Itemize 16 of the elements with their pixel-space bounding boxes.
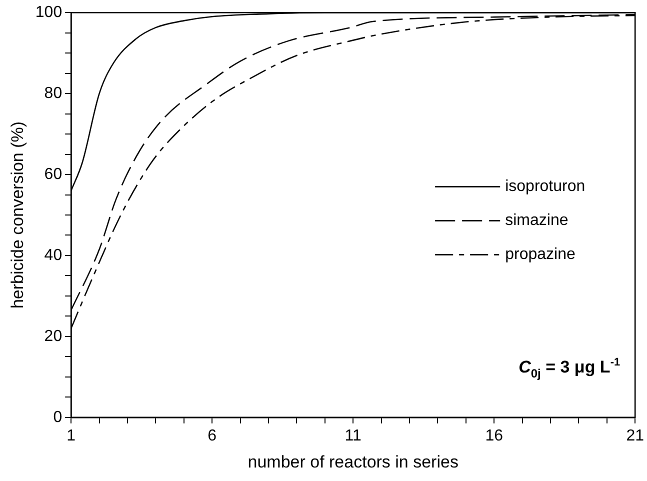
x-tick-label: 21 (626, 427, 644, 444)
y-tick-label: 40 (44, 246, 62, 264)
x-tick-label: 16 (485, 427, 504, 444)
x-tick-label: 11 (344, 427, 362, 444)
y-tick-label: 60 (44, 166, 62, 183)
y-tick-label: 0 (53, 408, 62, 426)
y-axis-title: herbicide conversion (%) (8, 121, 27, 309)
y-tick-label: 20 (44, 328, 62, 345)
y-tick-label: 80 (44, 84, 62, 102)
y-tick-label: 100 (35, 4, 62, 22)
x-tick-label: 1 (66, 427, 76, 444)
legend-label: isoproturon (505, 178, 586, 196)
legend-label: propazine (505, 246, 576, 264)
legend-label: simazine (505, 212, 568, 230)
x-axis-title: number of reactors in series (248, 452, 458, 472)
x-tick-label: 6 (208, 427, 217, 444)
